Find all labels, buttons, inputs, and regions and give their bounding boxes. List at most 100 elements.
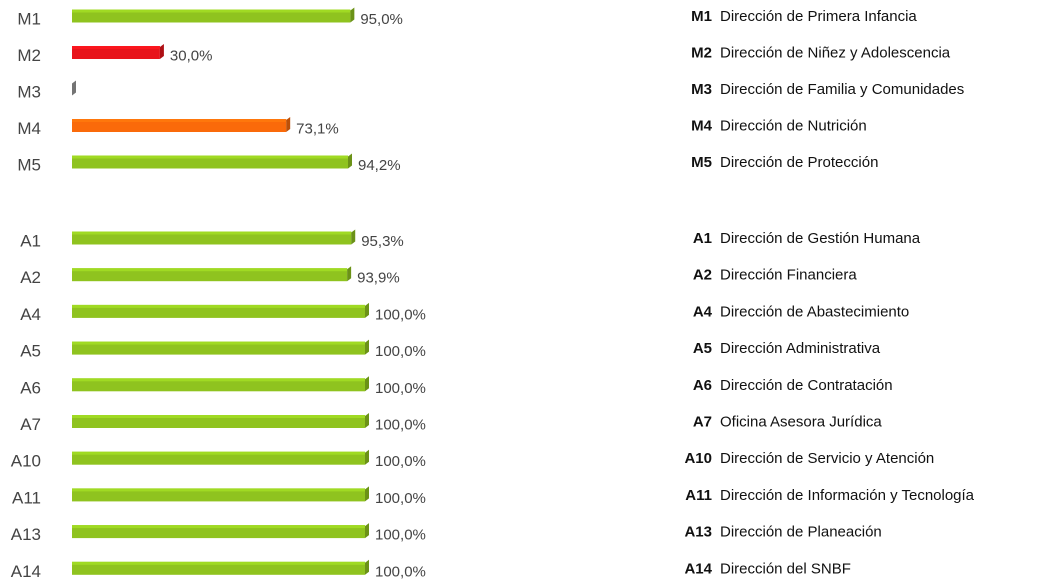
category-label: A4 — [20, 305, 41, 324]
category-label: A2 — [20, 268, 41, 287]
bar-highlight — [72, 119, 287, 122]
bar — [72, 231, 352, 245]
bar — [72, 9, 351, 23]
legend-description: Dirección de Servicio y Atención — [720, 450, 934, 467]
category-label: M3 — [17, 82, 41, 101]
category-label: A5 — [20, 342, 41, 361]
legend-code: A14 — [684, 560, 712, 577]
bar-cap — [159, 44, 164, 59]
legend-description: Dirección de Abastecimiento — [720, 303, 909, 320]
value-label: 100,0% — [375, 453, 426, 470]
bar-highlight — [72, 378, 365, 382]
legend-code: A6 — [693, 377, 712, 394]
legend-code: M3 — [691, 81, 712, 98]
category-label: M1 — [17, 9, 41, 28]
bar-highlight — [72, 46, 160, 49]
legend-description: Dirección Administrativa — [720, 340, 881, 357]
legend-description: Oficina Asesora Jurídica — [720, 413, 882, 430]
bar-highlight — [72, 451, 365, 455]
bar — [72, 451, 365, 465]
bar-highlight — [72, 525, 365, 529]
bar — [72, 415, 365, 428]
value-label: 73,1% — [296, 120, 339, 137]
value-label: 94,2% — [358, 157, 401, 174]
legend-code: A4 — [693, 303, 713, 320]
legend-code: M4 — [691, 117, 712, 134]
legend-code: A5 — [693, 340, 712, 357]
bar-cap — [365, 486, 369, 502]
legend-description: Dirección de Primera Infancia — [720, 8, 917, 25]
bar-highlight — [72, 268, 348, 272]
bar — [72, 488, 365, 502]
category-label: M2 — [17, 46, 41, 65]
bar — [72, 378, 365, 392]
bar — [72, 119, 287, 132]
legend-code: M2 — [691, 44, 712, 61]
legend-code: M5 — [691, 154, 712, 171]
category-label: A11 — [12, 488, 41, 507]
bar-cap — [348, 153, 353, 169]
value-label: 100,0% — [375, 490, 426, 507]
value-label: 100,0% — [375, 380, 426, 397]
bar — [72, 304, 365, 318]
legend-description: Dirección Financiera — [720, 267, 857, 284]
bar — [72, 155, 349, 169]
category-label: M4 — [17, 119, 41, 138]
bar-highlight — [72, 304, 365, 308]
bar-cap — [72, 80, 76, 96]
value-label: 100,0% — [375, 563, 426, 580]
bar-cap — [365, 449, 369, 465]
category-label: A1 — [20, 231, 41, 250]
bar — [72, 46, 160, 59]
legend-code: A13 — [684, 524, 712, 541]
category-label: A6 — [20, 378, 41, 397]
legend-code: A2 — [693, 267, 712, 284]
bar — [72, 268, 348, 282]
value-label: 30,0% — [170, 47, 213, 64]
legend-description: Dirección de Gestión Humana — [720, 230, 921, 247]
bar-cap — [365, 339, 369, 355]
bar-highlight — [72, 488, 365, 492]
legend-description: Dirección de Nutrición — [720, 117, 867, 134]
legend-code: A7 — [693, 413, 712, 430]
bar-highlight — [72, 9, 351, 13]
legend-code: A11 — [685, 487, 712, 504]
bar-cap — [365, 376, 369, 392]
legend-description: Dirección de Familia y Comunidades — [720, 81, 964, 98]
bar-highlight — [72, 561, 365, 565]
legend-description: Dirección de Planeación — [720, 524, 882, 541]
legend-code: M1 — [691, 8, 712, 25]
bar-cap — [350, 7, 355, 23]
bar-cap — [365, 413, 369, 428]
legend-description: Dirección de Contratación — [720, 377, 893, 394]
bar-highlight — [72, 155, 349, 159]
category-label: A10 — [11, 452, 41, 471]
value-label: 95,3% — [361, 233, 404, 250]
legend-description: Dirección del SNBF — [720, 560, 851, 577]
legend-description: Dirección de Protección — [720, 154, 878, 171]
bar-cap — [365, 302, 369, 318]
bar-cap — [351, 229, 356, 245]
bar — [72, 561, 365, 575]
bar-cap — [347, 266, 352, 282]
category-label: A13 — [11, 525, 41, 544]
bar-cap — [286, 117, 291, 132]
bar-highlight — [72, 341, 365, 345]
value-label: 100,0% — [375, 343, 426, 360]
legend-code: A10 — [684, 450, 712, 467]
bar-cap — [365, 559, 369, 575]
value-label: 100,0% — [375, 527, 426, 544]
legend-description: Dirección de Información y Tecnología — [720, 487, 975, 504]
category-label: M5 — [17, 155, 41, 174]
bar-cap — [365, 523, 369, 539]
category-label: A14 — [11, 562, 41, 581]
value-label: 93,9% — [357, 270, 400, 287]
bar-highlight — [72, 231, 352, 235]
bar — [72, 525, 365, 539]
bar-highlight — [72, 415, 365, 418]
value-label: 95,0% — [360, 11, 403, 28]
category-label: A7 — [20, 415, 41, 434]
value-label: 100,0% — [375, 416, 426, 433]
legend-code: A1 — [693, 230, 712, 247]
